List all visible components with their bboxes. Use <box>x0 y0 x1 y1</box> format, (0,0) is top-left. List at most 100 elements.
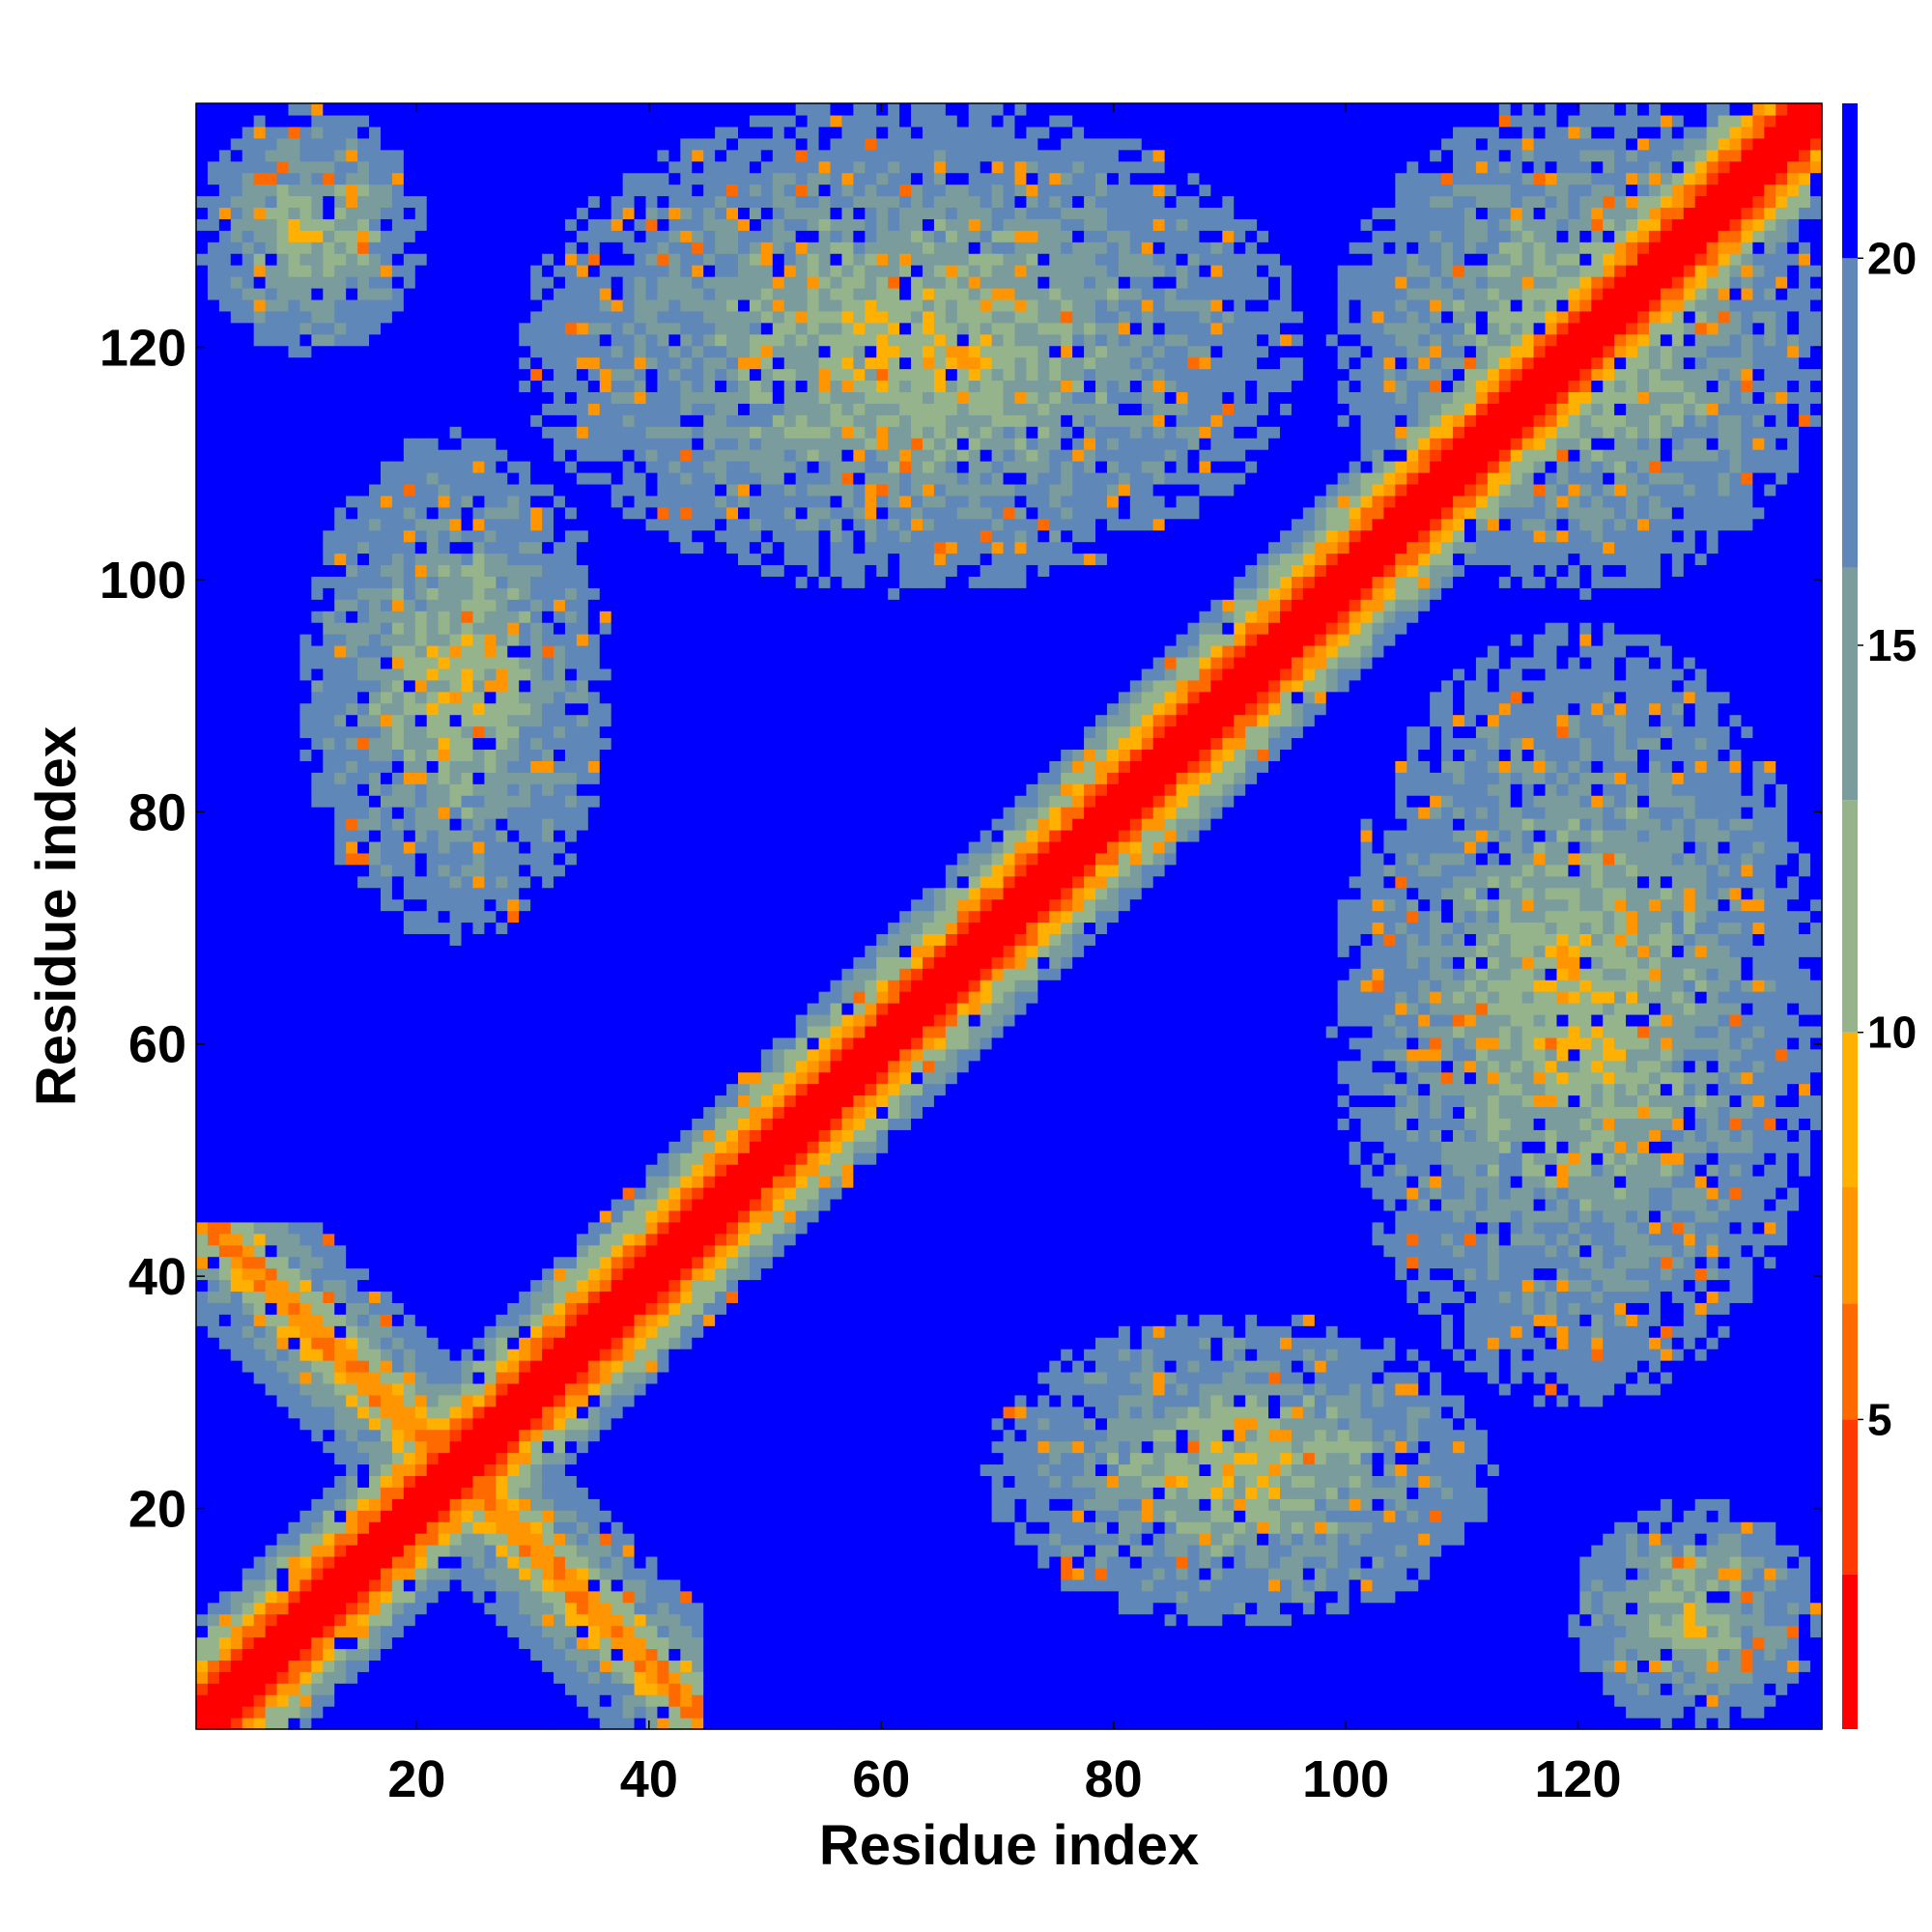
heatmap-cell <box>357 1106 370 1119</box>
heatmap-cell <box>391 1244 405 1258</box>
heatmap-cell <box>472 333 486 347</box>
heatmap-cell <box>414 1510 428 1522</box>
heatmap-cell <box>403 310 416 324</box>
heatmap-cell <box>507 725 520 739</box>
heatmap-cell <box>542 1244 554 1258</box>
heatmap-cell <box>599 1602 612 1615</box>
heatmap-cell <box>599 1152 612 1165</box>
heatmap-cell <box>242 783 255 796</box>
heatmap-cell <box>334 1625 347 1638</box>
heatmap-cell <box>576 576 589 588</box>
heatmap-cell <box>438 864 451 877</box>
heatmap-cell <box>207 1718 220 1730</box>
heatmap-cell <box>323 495 335 508</box>
heatmap-cell <box>403 702 416 716</box>
heatmap-cell <box>484 553 497 566</box>
heatmap-cell <box>449 864 463 877</box>
heatmap-cell <box>507 483 520 497</box>
heatmap-cell <box>299 980 312 992</box>
heatmap-cell <box>496 933 508 946</box>
heatmap-cell <box>334 1267 347 1281</box>
heatmap-cell <box>369 1083 382 1096</box>
heatmap-cell <box>230 1233 243 1246</box>
heatmap-cell <box>265 298 278 312</box>
heatmap-cell <box>507 783 520 796</box>
heatmap-cell <box>587 1440 601 1454</box>
heatmap-cell <box>472 1648 486 1661</box>
heatmap-cell <box>438 1533 451 1546</box>
heatmap-cell <box>276 242 290 254</box>
heatmap-cell <box>346 495 358 508</box>
heatmap-cell <box>519 922 531 935</box>
heatmap-cell <box>438 829 451 842</box>
heatmap-cell <box>346 795 358 808</box>
heatmap-cell <box>334 1302 347 1315</box>
heatmap-cell <box>288 1602 301 1615</box>
heatmap-cell <box>587 807 601 819</box>
heatmap-cell <box>484 991 497 1004</box>
heatmap-cell <box>357 1037 370 1050</box>
heatmap-cell <box>265 1533 278 1546</box>
heatmap-cell <box>587 298 601 312</box>
heatmap-cell <box>265 506 278 520</box>
heatmap-cell <box>369 1141 382 1153</box>
heatmap-cell <box>196 265 209 277</box>
heatmap-cell <box>599 1187 612 1200</box>
heatmap-cell <box>587 242 601 254</box>
heatmap-cell <box>242 1337 255 1350</box>
heatmap-cell <box>472 1406 486 1419</box>
heatmap-cell <box>554 1417 566 1431</box>
heatmap-cell <box>230 126 243 139</box>
heatmap-cell <box>496 160 508 174</box>
heatmap-cell <box>472 1267 486 1281</box>
heatmap-cell <box>472 1555 486 1569</box>
heatmap-cell <box>346 945 358 957</box>
heatmap-cell <box>542 611 554 623</box>
heatmap-cell <box>530 587 543 600</box>
heatmap-cell <box>380 1590 393 1604</box>
heatmap-cell <box>472 991 486 1004</box>
heatmap-cell <box>484 1325 497 1338</box>
heatmap-cell <box>323 656 335 669</box>
heatmap-cell <box>380 438 393 450</box>
heatmap-cell <box>542 449 554 462</box>
heatmap-cell <box>542 1071 554 1085</box>
heatmap-cell <box>564 1279 578 1293</box>
heatmap-cell <box>576 634 589 646</box>
heatmap-cell <box>276 1129 290 1142</box>
heatmap-cell <box>288 1106 301 1119</box>
heatmap-cell <box>484 1452 497 1465</box>
heatmap-cell <box>530 310 543 324</box>
heatmap-cell <box>426 403 440 415</box>
heatmap-cell <box>311 1118 324 1130</box>
heatmap-cell <box>576 1360 589 1373</box>
heatmap-cell <box>519 656 531 669</box>
heatmap-cell <box>357 772 370 784</box>
heatmap-cell <box>530 495 543 508</box>
heatmap-cell <box>276 1279 290 1293</box>
heatmap-cell <box>323 126 335 139</box>
heatmap-cell <box>218 1521 232 1534</box>
heatmap-cell <box>391 1613 405 1627</box>
heatmap-cell <box>530 772 543 784</box>
heatmap-cell <box>218 691 232 704</box>
heatmap-cell <box>472 172 486 185</box>
heatmap-cell <box>391 922 405 935</box>
heatmap-cell <box>438 1302 451 1315</box>
heatmap-cell <box>323 852 335 866</box>
heatmap-cell <box>507 1602 520 1615</box>
heatmap-cell <box>507 265 520 277</box>
heatmap-cell <box>554 1382 566 1396</box>
heatmap-cell <box>265 840 278 854</box>
heatmap-cell <box>530 1487 543 1499</box>
heatmap-cell <box>507 1625 520 1638</box>
heatmap-cell <box>403 253 416 266</box>
heatmap-cell <box>218 840 232 854</box>
heatmap-cell <box>380 1545 393 1557</box>
heatmap-cell <box>576 714 589 727</box>
heatmap-cell <box>299 310 312 324</box>
heatmap-cell <box>519 1221 531 1235</box>
heatmap-cell <box>599 1567 612 1580</box>
heatmap-cell <box>334 1291 347 1303</box>
heatmap-cell <box>230 1602 243 1615</box>
